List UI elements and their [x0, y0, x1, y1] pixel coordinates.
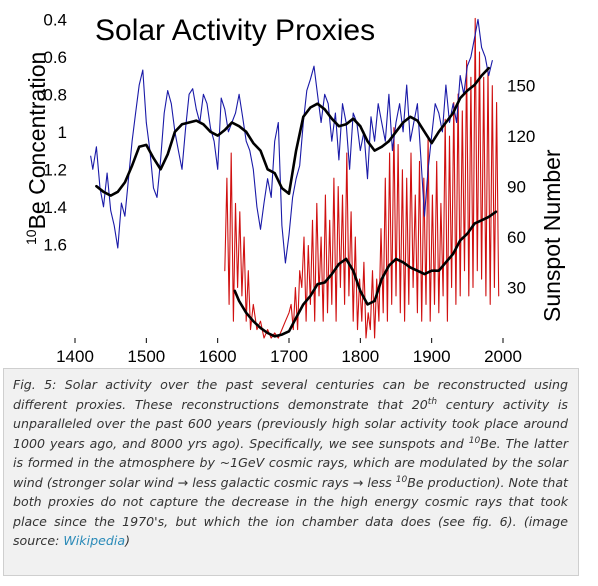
x-tick-label: 2000: [484, 347, 522, 366]
chart-series-layer: [90, 17, 500, 339]
left-axis-label: 10Be Concentration: [23, 52, 50, 245]
right-tick-label: 150: [507, 77, 535, 96]
left-tick-label: 0.6: [43, 48, 67, 67]
x-tick-label: 1600: [199, 347, 237, 366]
caption-part-2: century activity is unparalleled over th…: [13, 396, 568, 451]
x-tick-label: 1500: [127, 347, 165, 366]
x-tick-label: 1800: [341, 347, 379, 366]
left-tick-label: 1.4: [43, 198, 67, 217]
caption-superscript-10-first: 10: [468, 435, 481, 446]
caption-text: Fig. 5: Solar activity over the past sev…: [13, 375, 568, 551]
wikipedia-link[interactable]: Wikipedia: [63, 533, 126, 548]
caption-part-3: Be. The latter is formed in the atmosphe…: [13, 435, 568, 490]
caption-part-5: ): [125, 533, 130, 548]
left-tick-label: 0.4: [43, 10, 67, 29]
x-tick-label: 1700: [270, 347, 308, 366]
right-tick-label: 30: [507, 279, 526, 298]
series-be10-smoothed: [95, 66, 491, 197]
caption-part-4: Be production). Note that both proxies d…: [13, 474, 568, 549]
left-axis-label-text: Be Concentration: [24, 52, 50, 230]
right-tick-label: 120: [507, 127, 535, 146]
x-tick-label: 1400: [56, 347, 94, 366]
solar-activity-chart: 1400 1500 1600 1700 1800 1900 2000 0.4 0.6 0.8 1 1.…: [23, 10, 565, 366]
right-tick-label: 90: [507, 178, 526, 197]
right-axis-label: Sunspot Number: [539, 149, 565, 322]
caption-superscript-10-second: 10: [395, 474, 408, 485]
caption-part-1: Solar activity over the past several cen…: [13, 377, 568, 412]
caption-superscript-th: th: [427, 396, 438, 407]
left-tick-label: 1.6: [43, 235, 67, 254]
x-tick-label: 1900: [413, 347, 451, 366]
left-tick-label: 1.2: [43, 160, 67, 179]
left-tick-label: 0.8: [43, 85, 67, 104]
chart-title: Solar Activity Proxies: [95, 14, 375, 47]
right-tick-label: 60: [507, 228, 526, 247]
figure-caption: Fig. 5: Solar activity over the past sev…: [3, 368, 579, 576]
left-axis-label-superscript: 10: [23, 229, 39, 245]
series-sunspot-smoothed: [233, 210, 498, 338]
left-tick-label: 1: [58, 123, 67, 142]
chart-axes: 1400 1500 1600 1700 1800 1900 2000 0.4 0.6 0.8 1 1.…: [43, 10, 535, 366]
series-be10-raw: [90, 18, 493, 264]
caption-fig-label: Fig. 5:: [13, 377, 57, 392]
